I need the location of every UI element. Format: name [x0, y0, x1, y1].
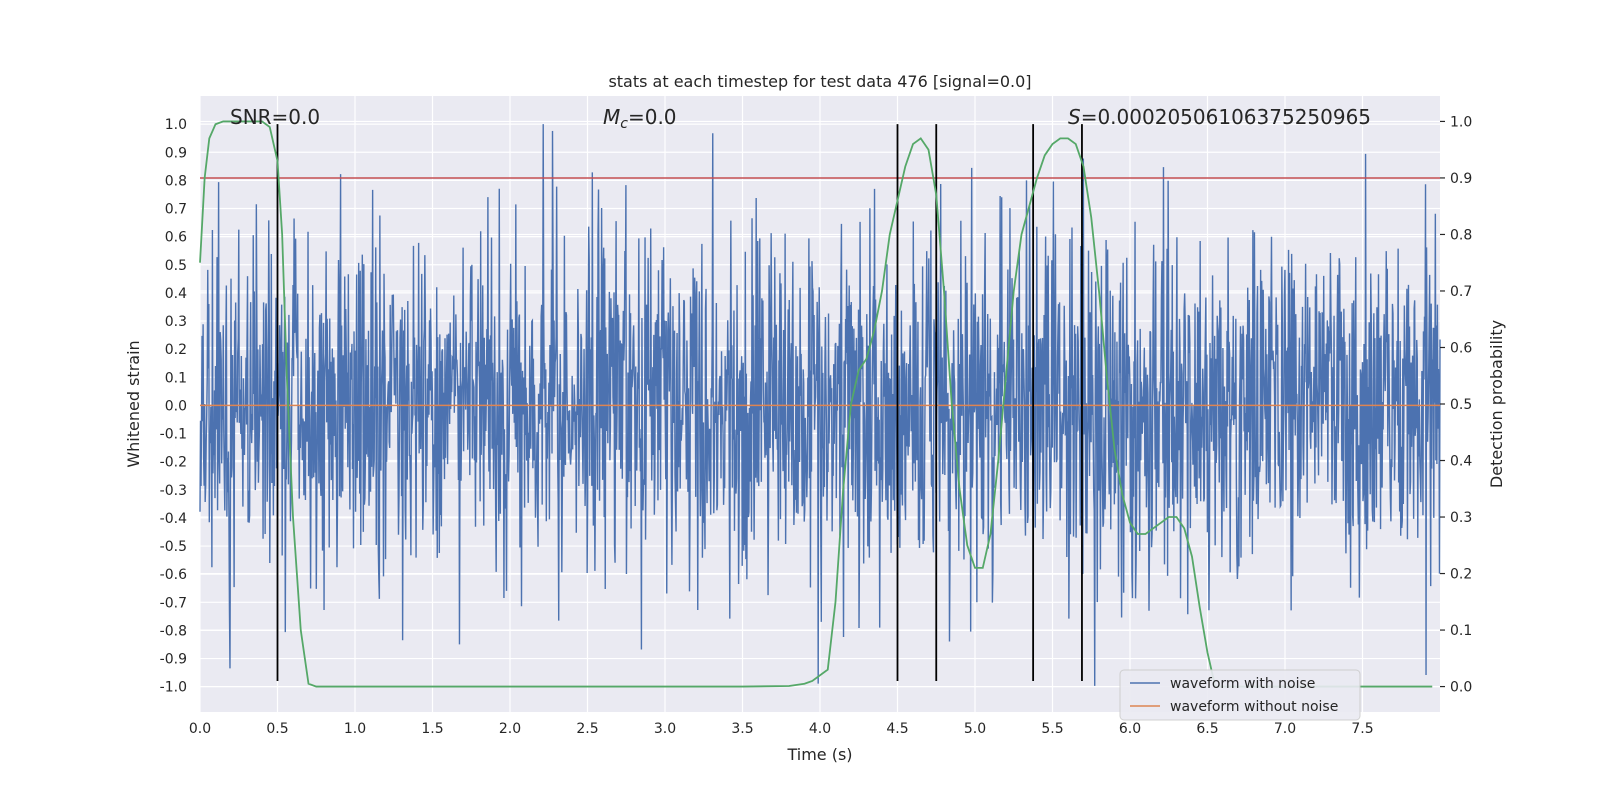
detection-probability-line [199, 120, 1433, 688]
legend: waveform with noise waveform without noi… [1119, 669, 1361, 721]
y-tick-label: -0.7 [160, 595, 187, 611]
y2-tick-label: 0.8 [1450, 227, 1472, 243]
x-tick-label: 2.5 [576, 721, 598, 737]
y2-tick-label: 0.1 [1450, 623, 1472, 639]
probability-series [199, 120, 1433, 688]
y2-tick-label: 1.0 [1450, 114, 1472, 130]
y-tick-label: -0.4 [160, 511, 187, 527]
x-tick-label: 3.0 [654, 721, 676, 737]
x-tick-label: 1.5 [421, 721, 443, 737]
x-tick-label: 5.0 [964, 721, 986, 737]
legend-label-noise: waveform with noise [1170, 676, 1315, 692]
y-tick-label: 0.9 [165, 145, 187, 161]
y-tick-label: -1.0 [160, 680, 187, 696]
x-axis-label: Time (s) [786, 745, 852, 764]
mc-value: =0.0 [628, 105, 677, 129]
s-value: =0.00020506106375250965 [1081, 105, 1371, 129]
y2-tick-label: 0.5 [1450, 397, 1472, 413]
y2-tick-label: 0.3 [1450, 510, 1472, 526]
y-tick-label: -0.3 [160, 483, 187, 499]
legend-box [1119, 669, 1361, 721]
snr-annotation: SNR=0.0 [230, 105, 320, 129]
noise-waveform-line [199, 124, 1441, 686]
x-tick-label: 0.0 [189, 721, 211, 737]
chart-title: stats at each timestep for test data 476… [608, 72, 1031, 91]
y2-tick-label: 0.9 [1450, 171, 1472, 187]
x-tick-label: 1.0 [344, 721, 366, 737]
x-tick-label: 2.0 [499, 721, 521, 737]
x-tick-label: 7.0 [1274, 721, 1296, 737]
x-tick-labels: 0.0 0.5 1.0 1.5 2.0 2.5 3.0 3.5 4.0 4.5 5.0 5.5 6.0 6… [189, 721, 1374, 737]
legend-label-clean: waveform without noise [1170, 699, 1338, 715]
y2-tick-label: 0.4 [1450, 454, 1472, 470]
y-tick-label: 1.0 [165, 117, 187, 133]
mc-annotation: Mc=0.0 [603, 105, 677, 132]
y2-tick-label: 0.6 [1450, 340, 1472, 356]
noise-series [199, 124, 1441, 686]
x-tick-label: 7.5 [1351, 721, 1373, 737]
y-tick-label: 0.1 [165, 370, 187, 386]
y2-tick-label: 0.7 [1450, 284, 1472, 300]
mc-symbol: M [603, 105, 620, 129]
x-tick-label: 5.5 [1041, 721, 1063, 737]
vertical-markers [276, 124, 1083, 682]
x-tick-label: 4.0 [809, 721, 831, 737]
y-tick-label: 0.2 [165, 342, 187, 358]
x-tick-label: 4.5 [886, 721, 908, 737]
y-tick-label: -0.1 [160, 427, 187, 443]
y-tick-label: 0.6 [165, 230, 187, 246]
y2-tick-label: 0.2 [1450, 567, 1472, 583]
y-tick-label: 0.0 [165, 398, 187, 414]
s-symbol: S [1068, 105, 1081, 129]
s-annotation: S=0.00020506106375250965 [1068, 105, 1371, 129]
x-tick-label: 3.5 [731, 721, 753, 737]
y-tick-label: -0.9 [160, 652, 187, 668]
y2-tick-label: 0.0 [1450, 680, 1472, 696]
y-tick-label: -0.6 [160, 567, 187, 583]
x-tick-label: 0.5 [266, 721, 288, 737]
y-tick-labels: 1.0 0.9 0.8 0.7 0.6 0.5 0.4 0.3 0.2 0.1 0.0 -0.1 -0.… [160, 117, 187, 696]
y-tick-label: 0.3 [165, 314, 187, 330]
y-tick-label: 0.4 [165, 286, 187, 302]
y-tick-label: 0.5 [165, 258, 187, 274]
y-tick-label: 0.7 [165, 202, 187, 218]
y-tick-label: -0.5 [160, 539, 187, 555]
x-tick-label: 6.0 [1119, 721, 1141, 737]
y-tick-label: -0.8 [160, 623, 187, 639]
y-tick-label: 0.8 [165, 173, 187, 189]
mc-subscript: c [620, 116, 628, 132]
x-tick-label: 6.5 [1196, 721, 1218, 737]
y-axis-label: Whitened strain [124, 340, 143, 467]
y2-tick-labels: 1.0 0.9 0.8 0.7 0.6 0.5 0.4 0.3 0.2 0.1 0.0 [1440, 114, 1472, 696]
y2-axis-label: Detection probability [1487, 320, 1506, 488]
y-tick-label: -0.2 [160, 455, 187, 471]
